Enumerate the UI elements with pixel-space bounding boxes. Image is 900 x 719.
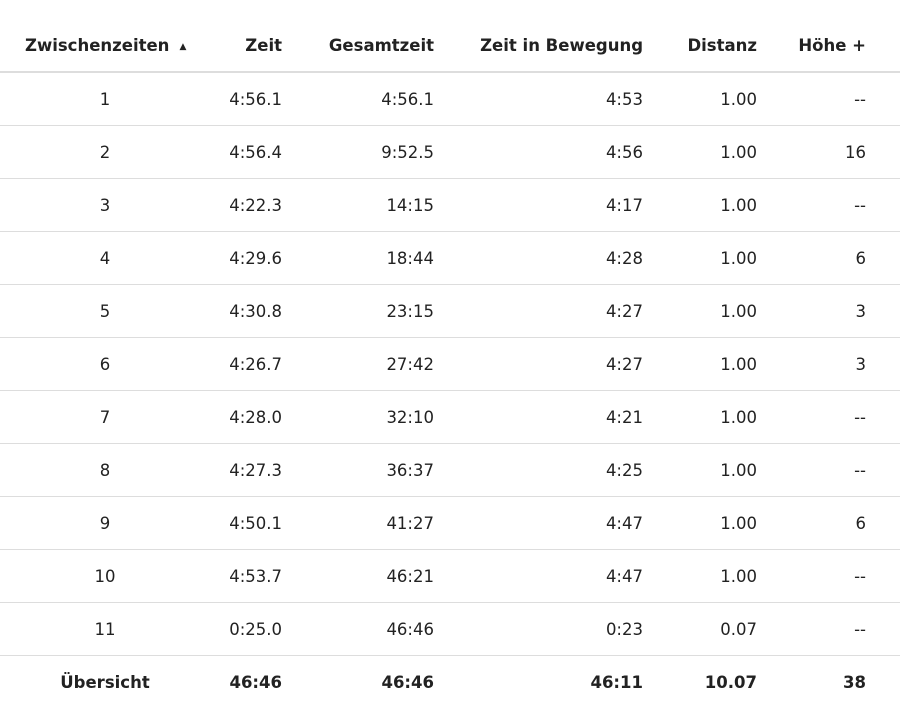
column-header-total-time[interactable]: Gesamtzeit (282, 20, 434, 73)
cell-total-time: 41:27 (282, 496, 434, 550)
cell-total-time: 23:15 (282, 284, 434, 338)
cell-elevation-gain: 6 (757, 231, 866, 285)
cell-split: 9 (0, 496, 210, 550)
cell-moving-time: 4:17 (434, 178, 643, 232)
cell-elevation-gain: -- (757, 549, 866, 603)
table-row: 4 4:29.6 18:44 4:28 1.00 6 (0, 231, 900, 285)
table-row: 5 4:30.8 23:15 4:27 1.00 3 (0, 284, 900, 338)
cell-time: 4:50.1 (210, 496, 282, 550)
cell-elevation-gain: -- (757, 390, 866, 444)
cell-total-time: 46:46 (381, 672, 434, 692)
table-row: 3 4:22.3 14:15 4:17 1.00 -- (0, 178, 900, 232)
cell-moving-time: 4:56 (434, 125, 643, 179)
cell-distance: 1.00 (643, 496, 757, 550)
column-header-distance[interactable]: Distanz (643, 20, 757, 73)
cell-time: 4:56.4 (210, 125, 282, 179)
cell-elevation-gain: 38 (843, 672, 866, 692)
cell-distance: 1.00 (643, 178, 757, 232)
cell-distance: 0.07 (643, 602, 757, 656)
cell-total-time: 46:21 (282, 549, 434, 603)
cell-elevation-gain: -- (757, 72, 866, 126)
table-row: 2 4:56.4 9:52.5 4:56 1.00 16 (0, 125, 900, 179)
cell-time: 4:27.3 (210, 443, 282, 497)
cell-elevation-gain: 6 (757, 496, 866, 550)
cell-time: 4:26.7 (210, 337, 282, 391)
cell-time: 4:22.3 (210, 178, 282, 232)
cell-moving-time: 46:11 (590, 672, 643, 692)
cell-time: 4:28.0 (210, 390, 282, 444)
cell-total-time: 4:56.1 (282, 72, 434, 126)
cell-elevation-gain: -- (757, 443, 866, 497)
cell-time: 4:29.6 (210, 231, 282, 285)
column-header-time[interactable]: Zeit (210, 20, 282, 73)
cell-split: 11 (0, 602, 210, 656)
cell-time: 4:30.8 (210, 284, 282, 338)
cell-distance: 1.00 (643, 390, 757, 444)
splits-table: Zwischenzeiten ▲ Zeit Gesamtzeit Zeit in … (0, 20, 900, 708)
cell-distance: 1.00 (643, 337, 757, 391)
cell-split: 1 (0, 72, 210, 126)
table-row: 6 4:26.7 27:42 4:27 1.00 3 (0, 337, 900, 391)
cell-total-time: 46:46 (282, 602, 434, 656)
cell-split: 8 (0, 443, 210, 497)
cell-time: 4:56.1 (210, 72, 282, 126)
summary-row: Übersicht 46:46 46:46 46:11 10.07 38 (0, 656, 900, 709)
cell-distance: 1.00 (643, 72, 757, 126)
table-row: 10 4:53.7 46:21 4:47 1.00 -- (0, 549, 900, 603)
cell-distance: 1.00 (643, 284, 757, 338)
cell-total-time: 36:37 (282, 443, 434, 497)
cell-elevation-gain: 3 (757, 284, 866, 338)
cell-moving-time: 4:53 (434, 72, 643, 126)
cell-time: 46:46 (229, 672, 282, 692)
cell-moving-time: 4:25 (434, 443, 643, 497)
table-row: 11 0:25.0 46:46 0:23 0.07 -- (0, 602, 900, 656)
column-header-moving-time[interactable]: Zeit in Bewegung (434, 20, 643, 73)
cell-total-time: 27:42 (282, 337, 434, 391)
cell-moving-time: 4:27 (434, 337, 643, 391)
cell-total-time: 14:15 (282, 178, 434, 232)
cell-distance: 1.00 (643, 549, 757, 603)
cell-split: 2 (0, 125, 210, 179)
cell-distance: 1.00 (643, 443, 757, 497)
cell-moving-time: 4:47 (434, 496, 643, 550)
table-row: 9 4:50.1 41:27 4:47 1.00 6 (0, 496, 900, 550)
cell-elevation-gain: -- (757, 602, 866, 656)
cell-distance: 1.00 (643, 125, 757, 179)
cell-moving-time: 4:21 (434, 390, 643, 444)
cell-total-time: 9:52.5 (282, 125, 434, 179)
cell-distance: 10.07 (704, 672, 757, 692)
cell-elevation-gain: 16 (757, 125, 866, 179)
cell-moving-time: 0:23 (434, 602, 643, 656)
cell-moving-time: 4:28 (434, 231, 643, 285)
cell-split: 4 (0, 231, 210, 285)
cell-distance: 1.00 (643, 231, 757, 285)
sort-ascending-icon[interactable]: ▲ (179, 41, 187, 52)
column-header-elevation-gain[interactable]: Höhe + (757, 20, 866, 73)
cell-moving-time: 4:27 (434, 284, 643, 338)
cell-split: 6 (0, 337, 210, 391)
cell-total-time: 32:10 (282, 390, 434, 444)
cell-split: 3 (0, 178, 210, 232)
cell-moving-time: 4:47 (434, 549, 643, 603)
cell-elevation-gain: 3 (757, 337, 866, 391)
column-header-splits[interactable]: Zwischenzeiten ▲ (0, 20, 210, 73)
cell-elevation-gain: -- (757, 178, 866, 232)
cell-time: 0:25.0 (210, 602, 282, 656)
cell-split: 7 (0, 390, 210, 444)
cell-total-time: 18:44 (282, 231, 434, 285)
cell-split: 5 (0, 284, 210, 338)
cell-split: 10 (0, 549, 210, 603)
header-row: Zwischenzeiten ▲ Zeit Gesamtzeit Zeit in … (0, 20, 900, 73)
table-row: 8 4:27.3 36:37 4:25 1.00 -- (0, 443, 900, 497)
cell-split: Übersicht (60, 672, 150, 692)
table-row: 7 4:28.0 32:10 4:21 1.00 -- (0, 390, 900, 444)
cell-time: 4:53.7 (210, 549, 282, 603)
table-row: 1 4:56.1 4:56.1 4:53 1.00 -- (0, 72, 900, 126)
